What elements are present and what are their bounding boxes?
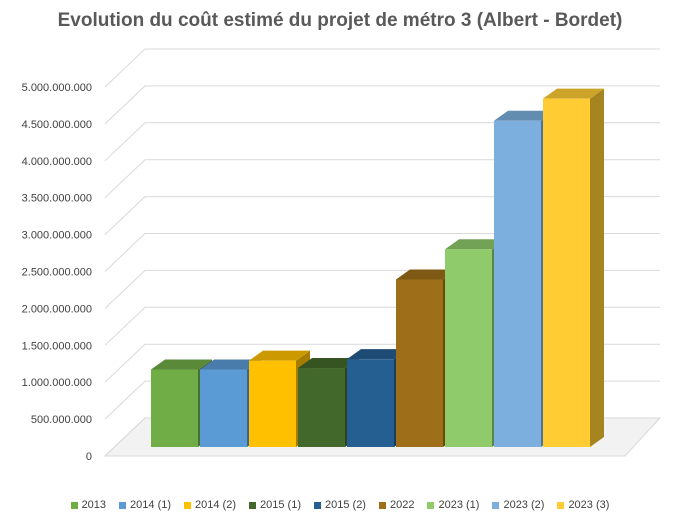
bar-top <box>249 350 310 361</box>
gridline <box>104 159 660 199</box>
bar-side <box>590 88 604 447</box>
y-tick-label: 0 <box>86 451 92 463</box>
gridline <box>104 122 660 162</box>
legend-swatch <box>492 501 500 509</box>
bar-front <box>445 249 492 447</box>
bar-front <box>347 359 394 447</box>
legend-label: 2015 (2) <box>325 499 366 511</box>
y-tick-label: 3.500.000.000 <box>22 193 92 205</box>
legend-swatch <box>557 501 565 509</box>
bar-top <box>543 88 604 99</box>
legend-item: 2022 <box>378 499 415 511</box>
y-axis-tick-labels: 0 500.000.000 1.000.000.000 1.500.000.000 2.… <box>22 82 92 463</box>
gridline <box>104 48 660 88</box>
chart-plot: 0 500.000.000 1.000.000.000 1.500.000.000 2.… <box>22 48 662 463</box>
legend-item: 2023 (1) <box>427 499 479 511</box>
legend-label: 2015 (1) <box>260 499 301 511</box>
legend-label: 2014 (2) <box>195 499 237 511</box>
legend-label: 2022 <box>389 499 415 511</box>
y-tick-label: 1.500.000.000 <box>22 340 92 352</box>
legend-label: 2023 (2) <box>503 499 545 511</box>
legend-swatch <box>119 501 127 509</box>
y-tick-label: 2.000.000.000 <box>22 303 92 315</box>
bars <box>151 88 604 447</box>
legend-label: 2013 <box>81 499 107 511</box>
chart-title: Evolution du coût estimé du projet de mé… <box>57 10 623 31</box>
legend: 2013 2014 (1) 2014 (2) 2015 (1) 2015 (2) 2022… <box>0 494 680 516</box>
bar-front <box>151 369 198 447</box>
y-tick-label: 1.000.000.000 <box>22 377 92 389</box>
legend-label: 2023 (3) <box>568 499 610 511</box>
bar-front <box>543 98 590 447</box>
bar-front <box>298 368 345 447</box>
legend-swatch <box>314 501 321 509</box>
legend-swatch <box>184 501 192 509</box>
y-tick-label: 2.500.000.000 <box>22 267 92 279</box>
y-tick-label: 4.000.000.000 <box>22 156 92 168</box>
legend-item: 2013 <box>70 499 107 511</box>
legend-item: 2014 (1) <box>119 499 171 511</box>
bar-top <box>445 239 506 250</box>
legend-item: 2015 (2) <box>314 499 366 511</box>
legend-swatch <box>427 501 435 509</box>
bar-front <box>396 279 443 447</box>
legend-item: 2023 (2) <box>492 499 544 511</box>
gridline <box>104 85 660 125</box>
bar-top <box>298 358 359 369</box>
bar-front <box>200 369 247 447</box>
y-tick-label: 5.000.000.000 <box>22 82 92 94</box>
legend-item: 2015 (1) <box>249 499 301 511</box>
legend-swatch <box>378 501 386 509</box>
bar-top <box>347 349 408 360</box>
gridline <box>104 196 660 235</box>
y-tick-label: 500.000.000 <box>31 414 92 426</box>
legend-swatch <box>70 501 78 509</box>
bar-top <box>200 359 261 370</box>
bar-top <box>151 359 212 370</box>
bar-top <box>396 269 457 280</box>
legend-label: 2014 (1) <box>130 499 172 511</box>
legend-item: 2014 (2) <box>184 499 236 511</box>
bar-2023-3 <box>543 88 604 447</box>
bar-front <box>494 120 541 447</box>
bar-top <box>494 110 555 121</box>
y-tick-label: 4.500.000.000 <box>22 119 92 131</box>
legend-item: 2023 (3) <box>557 499 609 511</box>
legend-label: 2023 (1) <box>438 499 480 511</box>
legend-swatch <box>249 501 257 509</box>
gridline <box>104 233 660 272</box>
bar-front <box>249 360 296 447</box>
y-tick-label: 3.000.000.000 <box>22 230 92 242</box>
